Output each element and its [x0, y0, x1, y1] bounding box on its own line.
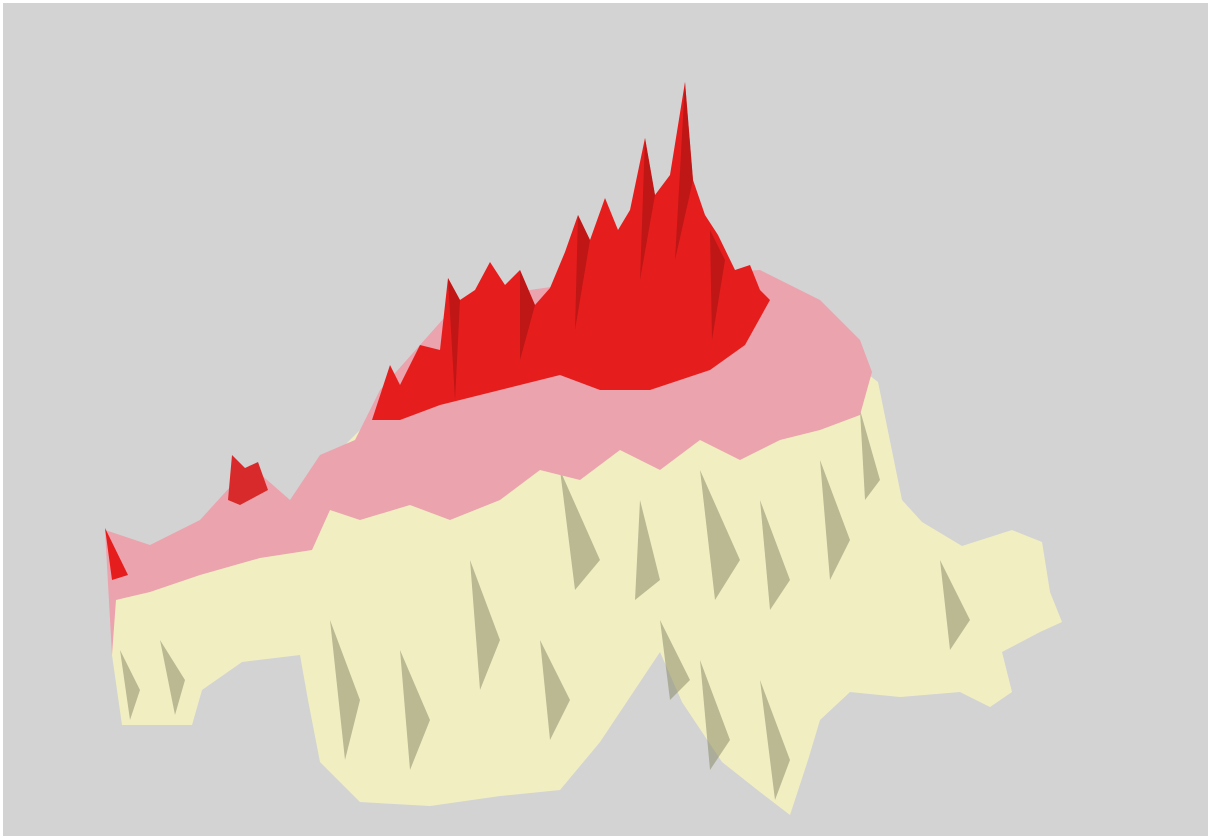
terrain-peak-west	[105, 528, 128, 580]
facet	[860, 410, 880, 500]
facet	[635, 500, 660, 600]
facet	[675, 82, 693, 260]
facet	[400, 650, 430, 770]
terrain-shading	[120, 410, 970, 800]
facet	[700, 660, 730, 770]
terrain-peak-shading	[448, 82, 725, 400]
facet	[120, 650, 140, 720]
facet	[760, 500, 790, 610]
facet	[700, 470, 740, 600]
facet	[760, 680, 790, 800]
facet	[470, 560, 500, 690]
facet	[560, 470, 600, 590]
facet	[575, 215, 590, 330]
facet	[820, 460, 850, 580]
facet	[660, 620, 690, 700]
facet	[540, 640, 570, 740]
facet	[710, 230, 725, 340]
facet	[520, 270, 535, 360]
facet	[640, 138, 655, 280]
terrain-peaks	[372, 82, 770, 420]
facet	[940, 560, 970, 650]
facet	[160, 640, 185, 715]
terrain-peak-west	[228, 455, 268, 505]
facet	[330, 620, 360, 760]
facet	[448, 278, 460, 400]
